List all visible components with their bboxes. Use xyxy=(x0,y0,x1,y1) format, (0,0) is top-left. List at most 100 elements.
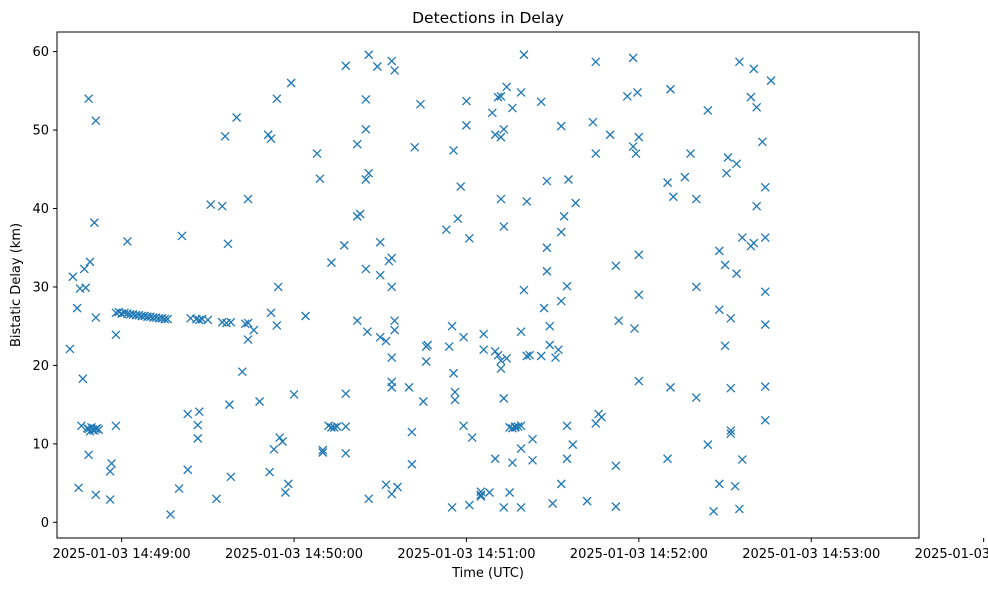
data-point xyxy=(507,458,517,468)
data-point xyxy=(459,332,469,342)
data-point xyxy=(453,214,463,224)
data-point xyxy=(315,174,325,184)
data-point xyxy=(691,194,701,204)
data-point xyxy=(605,130,615,140)
data-point xyxy=(393,482,402,492)
data-point xyxy=(563,175,573,184)
data-point xyxy=(390,65,400,75)
data-point xyxy=(416,99,425,109)
data-point xyxy=(243,318,253,328)
data-point xyxy=(263,130,273,140)
data-point xyxy=(301,311,311,321)
data-point xyxy=(720,260,730,270)
data-point xyxy=(559,211,569,221)
data-point xyxy=(493,92,503,102)
data-point xyxy=(423,340,433,350)
data-point xyxy=(614,316,624,326)
data-point xyxy=(447,321,457,331)
data-point xyxy=(499,393,509,403)
data-point xyxy=(387,282,397,292)
data-point xyxy=(726,383,736,393)
data-point xyxy=(447,502,457,512)
data-point xyxy=(551,353,560,363)
data-point xyxy=(387,489,397,499)
data-point xyxy=(542,176,552,186)
data-point xyxy=(278,437,288,446)
data-point xyxy=(513,422,523,432)
data-point xyxy=(734,504,744,514)
data-point xyxy=(737,233,747,242)
data-point xyxy=(375,270,385,280)
x-axis: 2025-01-03 14:49:00 2025-01-03 14:50:00 20… xyxy=(53,538,988,562)
data-point xyxy=(562,421,572,431)
data-point xyxy=(283,479,293,489)
data-point xyxy=(703,105,713,115)
data-point xyxy=(516,327,526,337)
data-point xyxy=(562,281,572,291)
data-point xyxy=(361,95,371,104)
data-point xyxy=(220,131,230,141)
data-point xyxy=(174,484,184,494)
data-point xyxy=(324,421,333,431)
data-point xyxy=(94,425,104,435)
data-point xyxy=(553,345,563,355)
data-point xyxy=(556,227,566,237)
data-point xyxy=(223,239,233,249)
data-point xyxy=(72,303,82,313)
data-point xyxy=(760,182,770,192)
data-point xyxy=(496,356,506,366)
data-point xyxy=(226,472,236,482)
data-point xyxy=(502,353,512,363)
data-point xyxy=(341,422,351,432)
data-point xyxy=(505,488,515,497)
data-point xyxy=(364,494,374,504)
data-point xyxy=(407,459,417,469)
data-point xyxy=(387,353,397,363)
data-point xyxy=(444,342,454,352)
y-tick-label: 0 xyxy=(41,516,49,531)
data-point xyxy=(375,332,385,342)
data-point xyxy=(522,351,532,361)
data-point xyxy=(760,287,770,297)
data-point xyxy=(81,283,91,293)
data-point xyxy=(476,491,486,501)
data-point xyxy=(441,225,451,235)
data-point xyxy=(461,120,471,130)
data-point xyxy=(249,325,259,335)
data-point xyxy=(556,479,566,489)
data-point xyxy=(691,393,701,403)
data-point xyxy=(461,96,471,106)
data-point xyxy=(269,444,279,454)
data-point xyxy=(361,124,371,134)
data-point xyxy=(528,455,537,465)
data-point xyxy=(714,305,724,315)
data-point xyxy=(556,296,566,306)
data-point xyxy=(611,502,621,512)
data-point xyxy=(634,250,644,260)
data-point xyxy=(720,341,730,351)
data-point xyxy=(464,233,474,243)
data-point xyxy=(107,459,117,468)
x-tick-label: 2025-01-03 14:51:00 xyxy=(397,547,535,562)
x-tick-label: 2025-01-03 14:49:00 xyxy=(53,547,191,562)
data-point xyxy=(542,266,552,276)
data-point xyxy=(332,422,342,432)
data-point xyxy=(632,87,642,97)
data-point xyxy=(545,340,555,350)
data-point xyxy=(490,346,500,356)
data-point xyxy=(591,149,601,159)
data-point xyxy=(74,483,84,493)
data-point xyxy=(542,243,552,253)
data-point xyxy=(734,57,744,67)
data-point xyxy=(714,246,724,256)
data-point xyxy=(732,159,742,169)
data-point xyxy=(686,149,696,159)
data-point xyxy=(456,182,466,192)
data-point xyxy=(160,314,170,324)
data-point xyxy=(240,319,250,329)
data-point xyxy=(464,500,474,510)
data-point xyxy=(722,168,731,178)
data-point xyxy=(390,316,400,326)
x-axis-label: Time (UTC) xyxy=(451,566,524,581)
data-point xyxy=(588,117,598,127)
